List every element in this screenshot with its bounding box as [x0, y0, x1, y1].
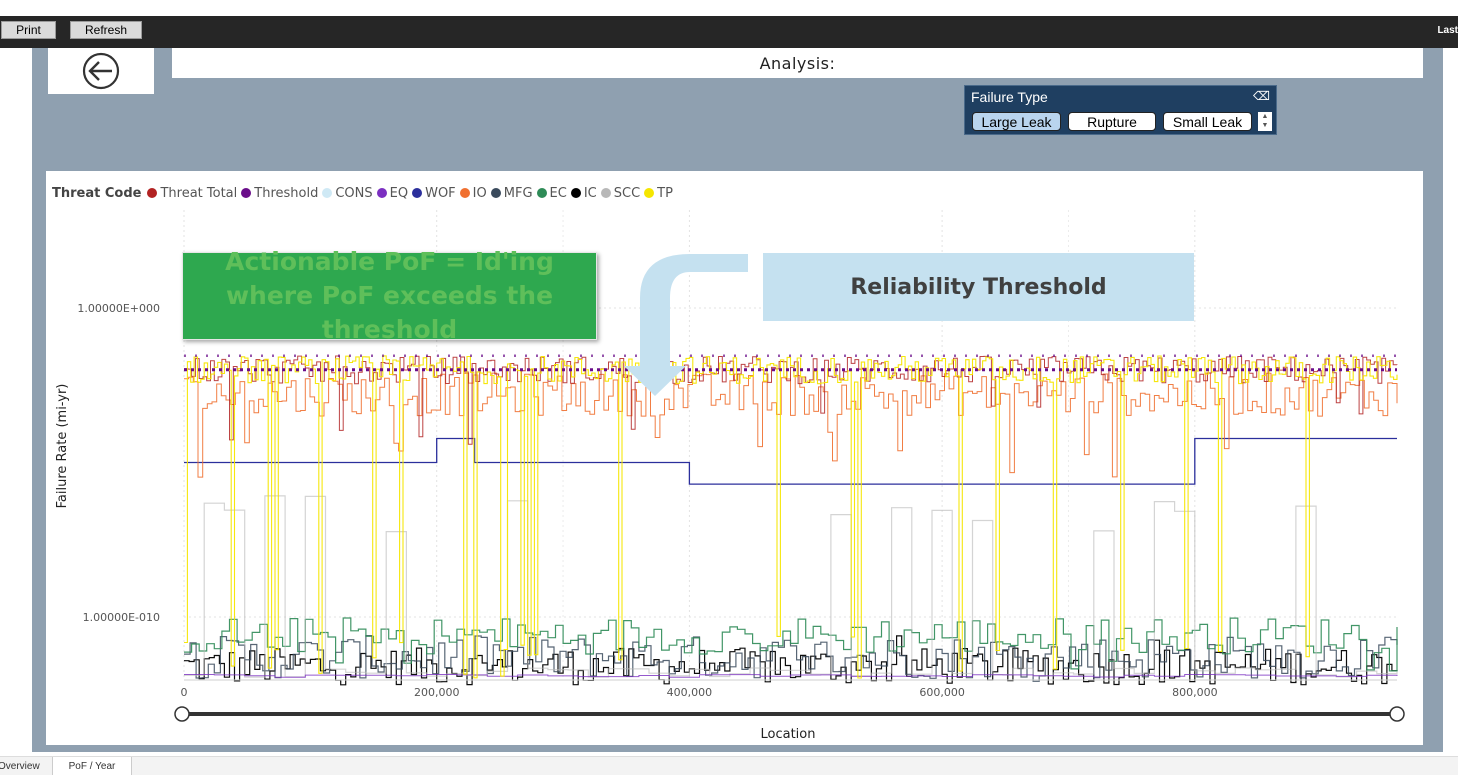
legend-label: Threshold [254, 185, 319, 201]
legend-label: TP [657, 185, 673, 201]
page-tabs: Overview PoF / Year [0, 756, 1458, 775]
back-button[interactable] [48, 48, 154, 94]
series-line-mfg [184, 635, 1398, 682]
arrow-left-circle-icon [82, 52, 120, 90]
legend-swatch [459, 188, 470, 198]
legend-swatch [147, 188, 158, 198]
legend-item-wof[interactable]: WOF [412, 186, 456, 201]
page-title-text: Analysis: [759, 53, 836, 73]
y-axis-title: Failure Rate (mi-yr) [55, 384, 70, 509]
chart-legend: Threat Code Threat Total Threshold CONS … [52, 185, 677, 201]
slicer-scroll-spinner[interactable]: ▲ ▼ [1258, 112, 1272, 131]
legend-label: IO [472, 185, 487, 201]
slicer-title: Failure Type [971, 89, 1048, 105]
legend-swatch [536, 188, 547, 198]
legend-label: SCC [613, 185, 641, 201]
legend-item-ic[interactable]: IC [570, 185, 597, 201]
legend-swatch [644, 188, 655, 198]
legend-item-threshold[interactable]: Threshold [241, 186, 318, 201]
legend-label: WOF [425, 185, 456, 201]
legend-swatch [241, 188, 252, 198]
legend-item-eq[interactable]: EQ [376, 185, 409, 201]
tab-overview[interactable]: Overview [0, 760, 40, 772]
legend-item-mfg[interactable]: MFG [490, 185, 533, 201]
chevron-down-icon[interactable]: ▼ [1261, 122, 1269, 129]
legend-item-scc[interactable]: SCC [600, 185, 641, 201]
x-axis-title: Location [761, 727, 816, 742]
legend-swatch [490, 188, 501, 198]
eraser-icon[interactable]: ⌫ [1253, 89, 1270, 103]
last-refresh-label: Last [1437, 25, 1458, 36]
series-line-tp [184, 355, 1398, 679]
x-tick-label: 0 [181, 686, 188, 699]
x-tick-label: 400,000 [667, 686, 713, 699]
chevron-up-icon[interactable]: ▲ [1261, 113, 1269, 120]
x-tick-label: 200,000 [414, 686, 460, 699]
chart-axes: 0 200,000 400,000 600,000 800,000 1.00000E+00… [77, 302, 1397, 699]
print-button[interactable]: Print [1, 21, 56, 39]
slicer-option-rupture[interactable]: Rupture [1068, 112, 1156, 131]
legend-label: MFG [503, 185, 533, 201]
legend-label: EQ [389, 185, 409, 201]
series-line-eq [184, 674, 1398, 678]
refresh-button[interactable]: Refresh [70, 21, 142, 39]
legend-swatch [376, 188, 387, 198]
legend-title: Threat Code [52, 185, 142, 201]
legend-label: EC [549, 185, 567, 201]
legend-item-ec[interactable]: EC [536, 185, 567, 201]
series-line-threat-total [184, 355, 1398, 445]
legend-label: CONS [335, 185, 373, 201]
legend-swatch [322, 188, 333, 198]
actionable-pof-callout: Actionable PoF = Id'ing where PoF exceed… [182, 247, 597, 344]
legend-swatch [412, 188, 423, 198]
series-line-ec [184, 617, 1398, 672]
tab-pof-year[interactable]: PoF / Year [52, 757, 132, 775]
series-line-ic [184, 635, 1398, 686]
legend-item-tp[interactable]: TP [644, 186, 673, 201]
x-tick-label: 800,000 [1172, 686, 1218, 699]
x-tick-label: 600,000 [919, 686, 965, 699]
y-tick-label: 1.00000E+000 [77, 302, 160, 315]
legend-label: Threat Total [160, 185, 238, 201]
range-slider-handle-start[interactable] [174, 706, 190, 722]
reliability-threshold-callout: Reliability Threshold [763, 253, 1194, 321]
top-toolbar: Print Refresh Last [0, 16, 1458, 48]
page-title: Analysis: [172, 48, 1423, 78]
slicer-option-small-leak[interactable]: Small Leak [1163, 112, 1252, 131]
series-line-scc [184, 495, 1398, 678]
legend-swatch [600, 188, 611, 198]
bent-arrow-icon [624, 254, 748, 396]
legend-swatch [570, 188, 581, 198]
actionable-pof-text: Actionable PoF = Id'ing where PoF exceed… [225, 247, 554, 344]
chart-series [184, 354, 1398, 686]
legend-item-threat-total[interactable]: Threat Total [147, 186, 237, 201]
slicer-option-large-leak[interactable]: Large Leak [972, 112, 1061, 131]
legend-label: IC [583, 185, 597, 201]
series-line-wof [184, 437, 1397, 485]
series-line-io [184, 372, 1398, 478]
failure-type-slicer: Failure Type ⌫ Large Leak Rupture Small … [964, 85, 1277, 135]
range-slider-handle-end[interactable] [1389, 706, 1405, 722]
legend-item-cons[interactable]: CONS [322, 185, 373, 201]
y-tick-label: 1.00000E-010 [83, 611, 160, 624]
reliability-threshold-text: Reliability Threshold [850, 274, 1107, 300]
legend-item-io[interactable]: IO [459, 185, 487, 201]
